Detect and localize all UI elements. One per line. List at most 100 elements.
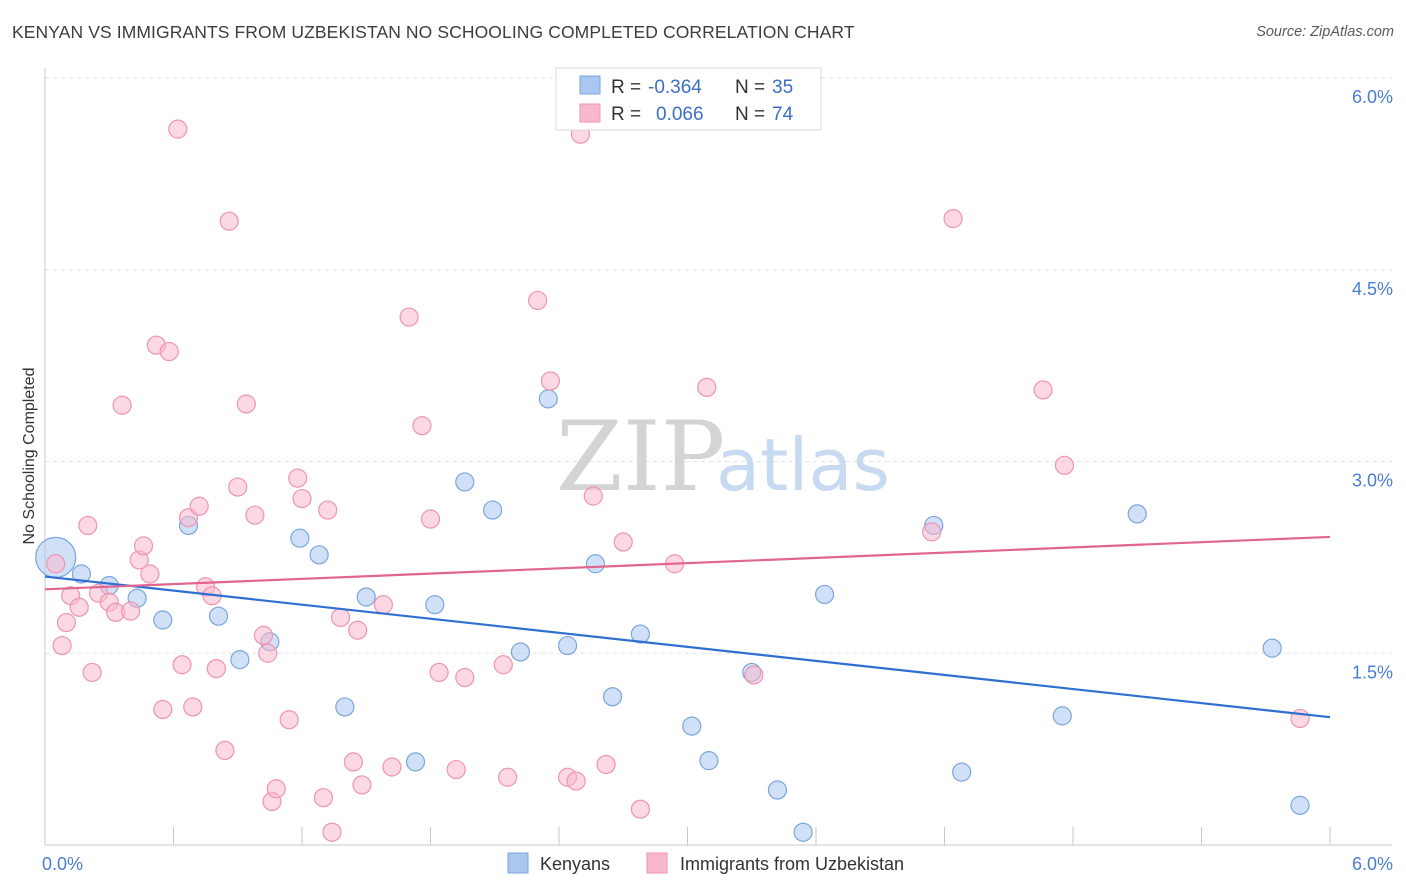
point-series0-32 (1127, 504, 1147, 524)
point-series0-27 (793, 822, 813, 842)
point-series1-19 (172, 655, 192, 675)
point-series1-42 (343, 752, 363, 772)
x-tick-labels: 0.0% 6.0% (42, 854, 1393, 874)
point-series0-1 (71, 564, 92, 584)
legend-swatch-kenyans (579, 75, 601, 95)
point-series1-56 (540, 371, 561, 391)
y-tick-label-0: 6.0% (1352, 87, 1393, 107)
point-series1-50 (429, 662, 449, 683)
point-series1-4 (69, 597, 89, 617)
point-series0-20 (585, 554, 606, 574)
point-series1-51 (446, 759, 466, 780)
legend-r-value-1: -0.364 (648, 77, 702, 98)
point-series0-23 (682, 716, 702, 736)
point-series1-70 (1054, 455, 1075, 475)
legend-swatch-uzbekistan (579, 103, 601, 123)
legend-r-label-2: R = (611, 104, 641, 125)
point-series1-55 (527, 290, 548, 311)
point-series1-65 (697, 377, 717, 397)
point-series1-22 (189, 496, 209, 516)
watermark: ZIP atlas (556, 401, 890, 513)
point-series1-11 (121, 601, 141, 621)
point-series0-16 (483, 500, 503, 520)
point-series1-30 (245, 505, 265, 525)
point-series1-31 (253, 625, 274, 645)
point-series1-58 (566, 771, 586, 791)
point-series1-62 (613, 532, 633, 552)
point-series1-66 (744, 665, 764, 685)
point-series1-6 (82, 662, 102, 683)
point-series0-28 (814, 584, 835, 605)
point-series1-37 (292, 488, 312, 509)
bottom-legend-label-uzbekistan: Immigrants from Uzbekistan (680, 854, 904, 874)
point-series1-49 (420, 509, 441, 529)
legend-n-value-2: 74 (772, 104, 794, 125)
point-series0-26 (767, 780, 788, 800)
bottom-legend-label-kenyans: Kenyans (540, 854, 610, 874)
point-series0-13 (405, 752, 426, 772)
point-series1-38 (313, 788, 334, 808)
y-tick-label-1: 4.5% (1352, 279, 1393, 299)
legend-r-value-2: 0.066 (656, 104, 704, 125)
legend-n-value-1: 35 (772, 77, 793, 98)
gridlines (45, 77, 1392, 654)
point-series1-45 (373, 595, 393, 615)
trend-line-series1 (44, 535, 1331, 591)
point-series1-18 (168, 119, 188, 139)
point-series1-44 (352, 775, 372, 795)
bottom-legend-swatch-kenyans (507, 852, 529, 874)
point-series1-21 (183, 697, 203, 717)
point-series1-5 (78, 515, 98, 536)
watermark-zip: ZIP (556, 401, 725, 513)
point-series0-15 (455, 472, 475, 492)
point-series0-21 (602, 687, 623, 707)
point-series1-60 (583, 486, 603, 506)
point-series0-14 (425, 595, 445, 615)
point-series0-4 (153, 610, 173, 630)
point-series0-31 (1052, 706, 1072, 726)
point-series1-17 (159, 341, 179, 362)
point-series1-67 (922, 522, 942, 542)
point-series1-48 (412, 416, 432, 436)
point-series1-46 (382, 757, 402, 777)
point-series0-19 (557, 635, 578, 656)
trend-line-series0 (44, 575, 1331, 719)
point-series1-47 (399, 307, 419, 327)
point-series0-12 (356, 587, 376, 607)
point-series0-10 (309, 545, 329, 565)
point-series1-27 (219, 211, 239, 231)
y-axis-label: No Schooling Completed (21, 368, 38, 545)
point-series1-14 (140, 564, 160, 584)
legend-n-label-2: N = (735, 104, 765, 125)
point-series1-61 (596, 754, 616, 775)
point-series0-34 (1290, 795, 1310, 815)
point-series0-17 (510, 642, 531, 662)
y-tick-labels: 6.0% 4.5% 3.0% 1.5% (1352, 87, 1393, 682)
point-series1-28 (228, 477, 248, 497)
legend-n-label-1: N = (735, 77, 765, 98)
point-series1-34 (266, 779, 286, 799)
point-series0-22 (630, 624, 650, 644)
chart-title: KENYAN VS IMMIGRANTS FROM UZBEKISTAN NO … (12, 22, 855, 42)
legend-box: R = -0.364 N = 35 R = 0.066 N = 74 (555, 67, 822, 131)
point-series1-63 (630, 799, 650, 819)
bottom-legend: Kenyans Immigrants from Uzbekistan (507, 852, 904, 874)
watermark-atlas: atlas (716, 423, 890, 507)
point-series0-11 (335, 697, 355, 717)
legend-r-label-1: R = (611, 77, 641, 98)
axes (44, 68, 1392, 846)
point-series1-40 (322, 822, 342, 842)
point-series0-33 (1262, 638, 1282, 658)
point-series1-69 (1033, 380, 1053, 400)
point-series1-35 (279, 710, 299, 730)
point-series1-39 (318, 500, 338, 520)
point-series1-10 (112, 395, 132, 415)
point-series1-29 (236, 394, 256, 414)
point-series1-68 (943, 209, 963, 229)
point-series0-18 (538, 389, 558, 409)
bottom-legend-swatch-uzbekistan (646, 852, 668, 874)
point-series1-53 (493, 655, 513, 675)
x-tick-label-min: 0.0% (42, 854, 83, 874)
point-series1-54 (498, 767, 518, 787)
